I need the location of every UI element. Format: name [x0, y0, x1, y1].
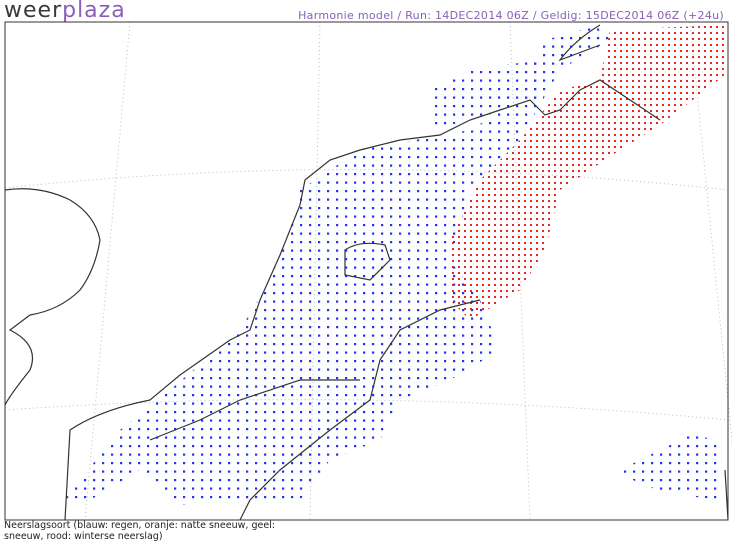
graticule: [4, 21, 732, 521]
footer-line: Neerslagsoort (blauw: regen, oranje: nat…: [4, 520, 276, 531]
logo-weer: weer: [4, 0, 63, 23]
header-title: Harmonie model / Run: 14DEC2014 06Z / Ge…: [298, 9, 724, 22]
footer-line: sneeuw, rood: winterse neerslag): [4, 531, 163, 542]
precipitation: [60, 25, 725, 505]
coastline: [4, 24, 729, 521]
map-frame: [4, 21, 729, 521]
logo-plaza: plaza: [62, 0, 126, 23]
legend-footer: Neerslagsoort (blauw: regen, oranje: nat…: [4, 520, 275, 542]
logo: weerplaza: [4, 0, 126, 23]
